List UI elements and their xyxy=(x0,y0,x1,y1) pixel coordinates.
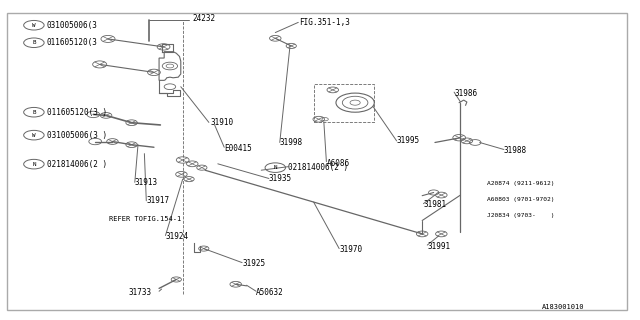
Text: 011605120(3 ): 011605120(3 ) xyxy=(47,108,107,117)
Text: 31917: 31917 xyxy=(147,196,170,205)
Text: 31991: 31991 xyxy=(428,242,451,251)
Text: FIG.351-1,3: FIG.351-1,3 xyxy=(300,18,351,27)
Text: 31995: 31995 xyxy=(397,136,420,145)
Text: B: B xyxy=(32,110,36,115)
Text: REFER TOFIG.154-1: REFER TOFIG.154-1 xyxy=(109,216,182,222)
Text: J20834 (9703-    ): J20834 (9703- ) xyxy=(487,213,555,218)
Text: 31970: 31970 xyxy=(339,245,362,254)
Text: 31924: 31924 xyxy=(166,232,189,241)
Text: N: N xyxy=(32,162,36,167)
Text: 31910: 31910 xyxy=(210,118,234,127)
Text: 31733: 31733 xyxy=(129,288,152,297)
Text: 31925: 31925 xyxy=(242,259,265,268)
Text: 011605120(3: 011605120(3 xyxy=(47,38,97,47)
Text: 31998: 31998 xyxy=(280,138,303,147)
Text: N: N xyxy=(273,165,277,170)
Text: A183001010: A183001010 xyxy=(542,304,585,309)
Bar xyxy=(314,84,374,122)
Text: 021814006(2 ): 021814006(2 ) xyxy=(47,160,107,169)
Text: 31935: 31935 xyxy=(269,174,292,183)
Text: 31913: 31913 xyxy=(135,178,158,187)
Text: E00415: E00415 xyxy=(224,144,252,153)
Text: A60803 (9701-9702): A60803 (9701-9702) xyxy=(487,197,555,202)
Text: 031005006(3: 031005006(3 xyxy=(47,21,97,30)
Text: 31988: 31988 xyxy=(504,146,527,155)
Text: W: W xyxy=(32,23,36,28)
Text: A20874 (9211-9612): A20874 (9211-9612) xyxy=(487,181,555,186)
Text: 31986: 31986 xyxy=(454,89,477,98)
Text: 24232: 24232 xyxy=(192,14,216,23)
Text: A50632: A50632 xyxy=(256,288,284,297)
Text: 031005006(3 ): 031005006(3 ) xyxy=(47,131,107,140)
Text: 31981: 31981 xyxy=(424,200,447,209)
Text: B: B xyxy=(32,40,36,45)
Text: W: W xyxy=(32,133,36,138)
Text: 021814006(2 ): 021814006(2 ) xyxy=(288,163,348,172)
Text: A6086: A6086 xyxy=(326,159,349,168)
